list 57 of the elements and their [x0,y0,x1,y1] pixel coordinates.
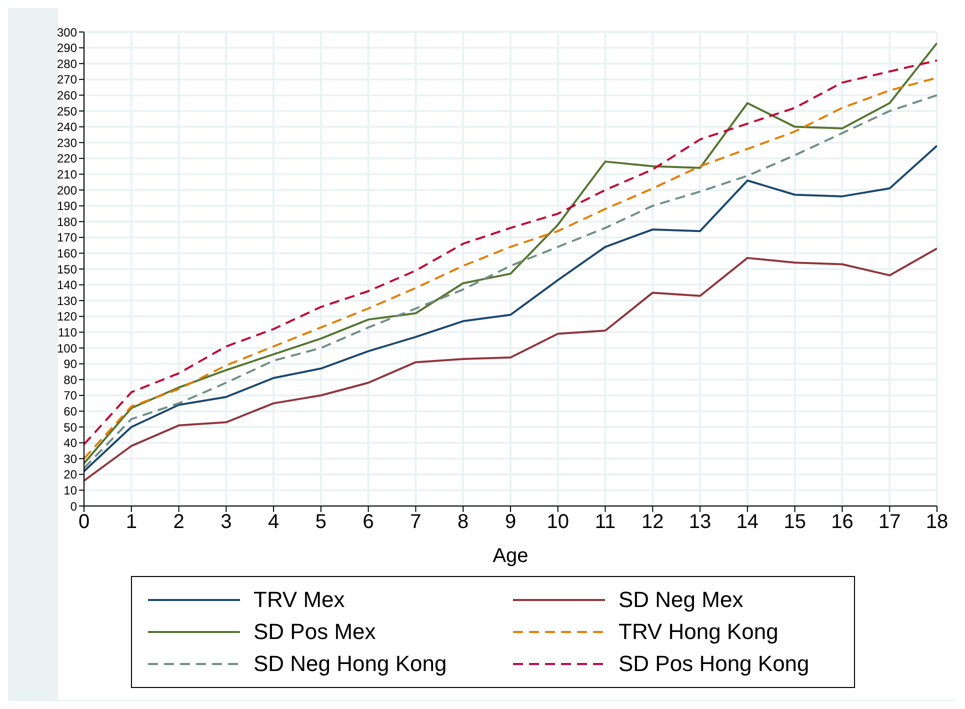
y-tick-label: 40 [64,436,78,450]
legend-label: TRV Mex [254,587,345,613]
y-tick-label: 260 [56,88,78,102]
y-tick-label: 120 [56,310,78,324]
y-tick-label: 210 [56,167,78,182]
x-tick-label: 16 [831,511,854,534]
y-tick-label: 300 [56,25,78,40]
y-tick-label: 220 [56,152,78,166]
y-tick-label: 30 [64,452,78,466]
x-tick-label: 5 [315,511,327,534]
y-tick-label: 50 [64,420,78,434]
x-tick-label: 13 [688,511,712,534]
x-tick-label: 12 [642,511,664,534]
y-tick-label: 60 [64,404,78,418]
y-tick-label: 20 [64,468,78,482]
x-tick-label: 14 [736,511,759,534]
x-tick-label: 7 [410,511,422,534]
x-axis-title: Age [492,545,528,567]
y-tick-label: 90 [64,357,78,372]
y-tick-label: 170 [56,230,78,245]
y-tick-label: 280 [56,56,78,71]
x-tick-label: 15 [784,511,806,534]
y-tick-label: 190 [56,199,78,214]
x-tick-label: 2 [173,511,184,534]
y-tick-label: 160 [56,246,78,260]
x-tick-label: 10 [546,511,570,534]
x-tick-label: 6 [362,511,374,534]
legend-label: SD Neg Hong Kong [254,651,447,677]
legend-label: SD Neg Mex [618,587,744,613]
y-tick-label: 290 [56,41,78,56]
y-tick-label: 200 [56,183,78,198]
y-tick-label: 180 [56,214,78,229]
y-tick-label: 250 [56,104,78,118]
y-tick-label: 150 [56,262,78,276]
x-tick-label: 4 [268,511,280,534]
x-tick-label: 17 [878,511,901,534]
legend-label: TRV Hong Kong [618,619,778,645]
y-tick-label: 240 [56,120,78,134]
x-tick-label: 8 [458,511,469,534]
y-tick-label: 100 [56,341,78,356]
line-series [84,247,937,482]
y-tick-label: 230 [56,136,78,150]
y-tick-label: 70 [64,388,78,403]
legend-label: SD Pos Hong Kong [618,651,810,677]
legend-label: SD Pos Mex [254,619,376,645]
y-tick-label: 130 [56,294,78,308]
y-tick-label: 10 [64,483,78,498]
x-tick-label: 11 [594,511,616,534]
x-tick-label: 3 [220,511,232,534]
y-tick-label: 0 [70,499,78,514]
x-tick-label: 1 [126,511,137,534]
x-tick-label: 18 [926,511,948,534]
y-tick-label: 270 [56,72,78,87]
y-tick-label: 110 [58,325,78,340]
y-tick-label: 140 [56,278,78,292]
x-tick-label: 9 [504,511,516,534]
y-tick-label: 80 [64,372,78,387]
